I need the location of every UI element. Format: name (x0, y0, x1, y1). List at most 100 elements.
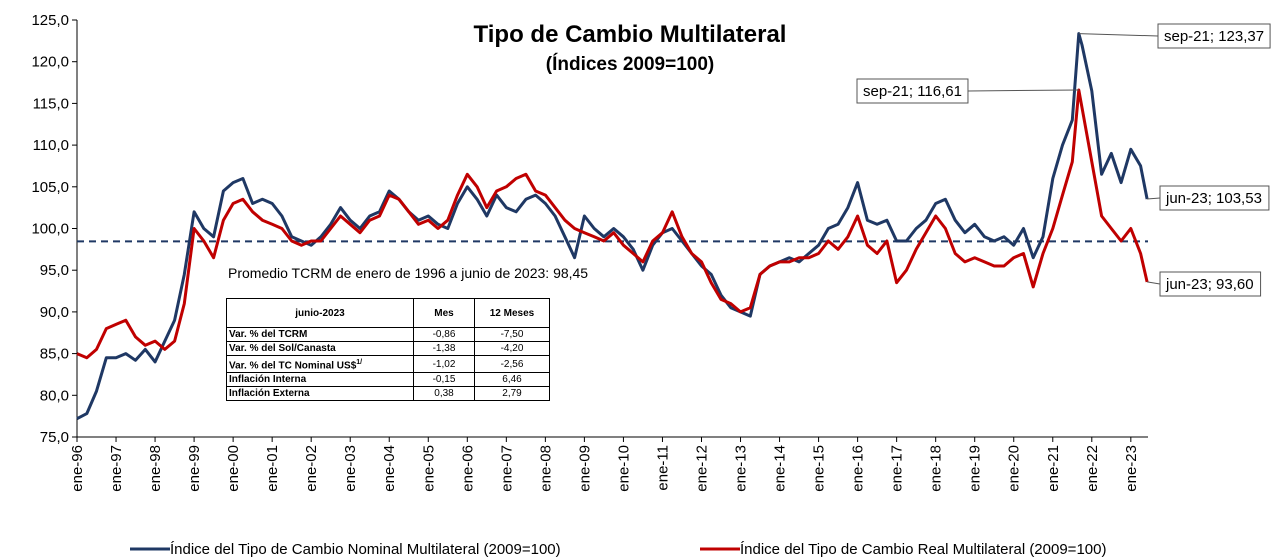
value-cell: -0,15 (413, 372, 475, 388)
x-tick-label: ene-09 (576, 445, 593, 492)
x-tick-label: ene-12 (693, 445, 710, 492)
cell-text: 6,46 (502, 374, 522, 386)
x-tick-label: ene-03 (342, 445, 359, 492)
x-tick-label: ene-99 (186, 445, 203, 492)
x-tick-label: ene-20 (1006, 445, 1023, 492)
x-tick-label: ene-21 (1045, 445, 1062, 492)
label-cell: Inflación Interna (226, 372, 414, 388)
cell-text: -1,38 (432, 343, 456, 354)
annotation-leader (1078, 33, 1159, 37)
value-cell: -4,20 (474, 341, 550, 356)
chart-subtitle: (Índices 2009=100) (546, 53, 714, 75)
y-tick-label: 100,0 (31, 221, 69, 238)
label-cell: Inflación Externa (226, 386, 414, 402)
note-mark: 1/ (356, 359, 363, 366)
x-tick-label: ene-02 (303, 445, 320, 492)
x-tick-label: ene-18 (928, 445, 945, 492)
table-row: Var. % del TC Nominal US$1/ -1,02 -2,56 (226, 354, 550, 374)
y-tick-label: 95,0 (40, 262, 69, 279)
y-tick-label: 75,0 (40, 429, 69, 446)
value-cell: -0,86 (413, 327, 475, 342)
summary-table: junio-2023 Mes 12 Meses Var. % del TCRM -… (226, 298, 550, 402)
value-cell: -1,02 (413, 354, 475, 374)
x-tick-label: ene-05 (420, 445, 437, 492)
cell-text: -0,86 (432, 329, 456, 340)
x-tick-label: ene-14 (772, 445, 789, 492)
cell-text: 2,79 (502, 388, 522, 400)
label-cell: Var. % del Sol/Canasta (226, 341, 414, 356)
cell-text: Var. % del TCRM (229, 329, 308, 340)
cell-text: 0,38 (434, 388, 454, 400)
cell-text: Inflación Interna (229, 374, 307, 386)
cell-text: Inflación Externa (229, 388, 310, 400)
cell-text: -4,20 (500, 343, 524, 354)
annotation-label: sep-21; 116,61 (863, 83, 962, 100)
chart-title: Tipo de Cambio Multilateral (474, 21, 787, 48)
series-line (76, 88, 1149, 360)
x-tick-label: ene-22 (1084, 445, 1101, 492)
y-tick-label: 90,0 (40, 304, 69, 321)
mean-line-label: Promedio TCRM de enero de 1996 a junio d… (228, 265, 588, 281)
x-tick-label: ene-13 (733, 445, 750, 492)
annotation-label: sep-21; 123,37 (1164, 28, 1264, 45)
table-row: Var. % del Sol/Canasta -1,38 -4,20 (226, 341, 550, 356)
x-tick-label: ene-08 (537, 445, 554, 492)
y-tick-label: 105,0 (31, 179, 69, 196)
cell-text: -2,56 (500, 358, 524, 370)
x-tick-label: ene-17 (889, 445, 906, 492)
annotation-leader (1147, 281, 1161, 285)
y-tick-label: 80,0 (40, 387, 69, 404)
x-tick-label: ene-10 (615, 445, 632, 492)
annotation-label: jun-23; 93,60 (1165, 276, 1254, 293)
y-tick-label: 85,0 (40, 346, 69, 363)
value-cell: 0,38 (413, 386, 475, 402)
y-tick-label: 110,0 (33, 137, 69, 154)
y-tick-label: 120,0 (31, 54, 69, 71)
annotation-box (1157, 23, 1271, 49)
x-tick-label: ene-96 (69, 445, 86, 492)
header-cell: 12 Meses (474, 298, 550, 328)
cell-text: -0,15 (432, 374, 456, 386)
x-tick-label: ene-07 (498, 445, 515, 492)
value-cell: -7,50 (474, 327, 550, 342)
y-tick-label: 115,0 (33, 95, 69, 112)
label-cell: Var. % del TC Nominal US$1/ (226, 354, 414, 374)
value-cell: 6,46 (474, 372, 550, 388)
header-cell: Mes (413, 298, 475, 328)
y-tick-label: 125,0 (31, 12, 69, 29)
x-tick-label: ene-23 (1123, 445, 1140, 492)
x-tick-label: ene-98 (147, 445, 164, 492)
x-tick-label: ene-06 (459, 445, 476, 492)
x-tick-label: ene-04 (381, 445, 398, 492)
table-row: Var. % del TCRM -0,86 -7,50 (226, 327, 550, 342)
header-cell: junio-2023 (226, 298, 414, 328)
annotation-box (1159, 271, 1262, 297)
value-cell: -1,38 (413, 341, 475, 356)
annotation-label: jun-23; 103,53 (1165, 190, 1262, 207)
x-tick-label: ene-16 (850, 445, 867, 492)
annotation-leader (1147, 197, 1161, 200)
x-tick-label: ene-00 (225, 445, 242, 492)
cell-text: Var. % del TC Nominal US$ (229, 360, 357, 372)
table-header: junio-2023 Mes 12 Meses (226, 298, 550, 328)
x-tick-label: ene-97 (108, 445, 125, 492)
cell-text: -7,50 (500, 329, 524, 340)
label-cell: Var. % del TCRM (226, 327, 414, 342)
cell-text: -1,02 (432, 358, 456, 370)
legend-label: Índice del Tipo de Cambio Real Multilate… (740, 541, 1106, 557)
legend-label: Índice del Tipo de Cambio Nominal Multil… (170, 541, 561, 557)
cell-text: Var. % del Sol/Canasta (229, 343, 336, 354)
series-line (76, 32, 1149, 421)
value-cell: -2,56 (474, 354, 550, 374)
x-tick-label: ene-19 (967, 445, 984, 492)
x-tick-label: ene-15 (811, 445, 828, 492)
annotation-leader (967, 89, 1079, 92)
x-tick-label: ene-11 (654, 445, 671, 491)
annotation-box (1159, 185, 1270, 211)
annotation-box (856, 78, 969, 104)
table-row: Inflación Interna -0,15 6,46 (226, 372, 550, 388)
value-cell: 2,79 (474, 386, 550, 402)
table-row: Inflación Externa 0,38 2,79 (226, 386, 550, 402)
